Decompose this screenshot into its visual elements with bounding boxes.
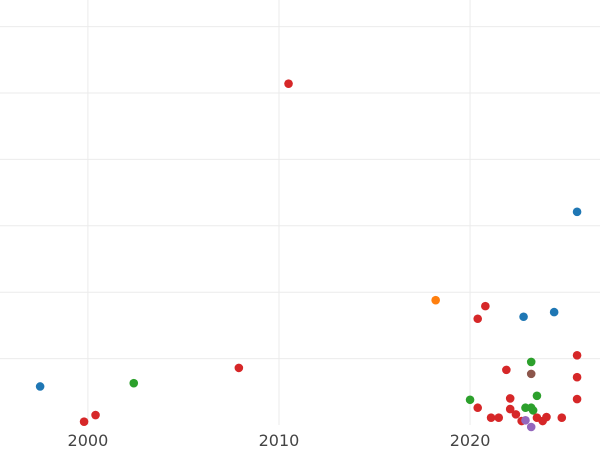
data-points [35,79,582,432]
data-point [234,363,244,373]
data-point [502,365,511,375]
gridlines [0,0,600,425]
data-point [572,372,582,382]
data-point [526,422,536,432]
data-point [473,403,483,413]
data-point [505,404,515,414]
data-point [129,378,139,388]
data-point [557,413,567,422]
data-point [431,295,440,305]
data-point [572,394,582,404]
x-axis-ticks: 2000 2010 2020 [68,431,491,450]
x-tick-label: 2010 [259,431,300,450]
data-point [542,412,551,422]
data-point [473,314,483,324]
data-point [284,79,293,88]
data-point [521,416,530,425]
data-point [519,312,528,322]
data-point [572,207,582,217]
data-point [532,391,542,401]
data-point [494,413,504,422]
data-point [572,350,582,360]
data-point [481,301,490,311]
x-tick-label: 2020 [450,431,491,450]
data-point [526,369,536,379]
data-point [526,357,536,367]
data-point [91,410,100,420]
data-point [511,410,521,419]
data-point [486,413,496,422]
x-tick-label: 2000 [68,431,109,450]
data-point [549,307,559,317]
data-point [505,394,515,403]
data-point [465,395,475,405]
data-point [528,406,538,415]
data-point [35,382,45,391]
data-point [79,417,89,426]
